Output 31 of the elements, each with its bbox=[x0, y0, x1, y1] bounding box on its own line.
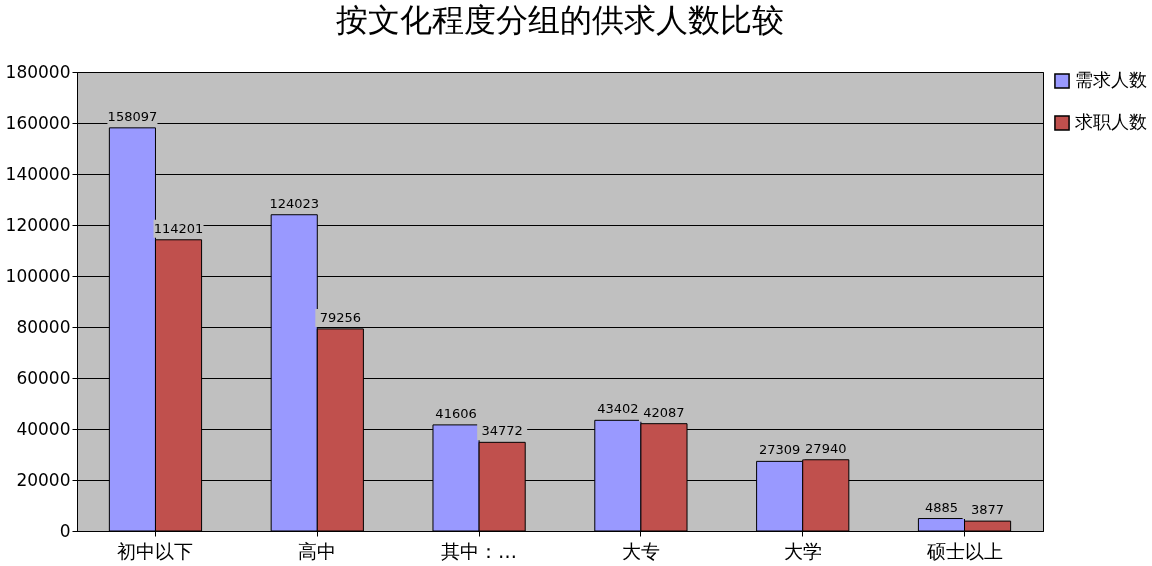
y-tick-label: 60000 bbox=[16, 367, 71, 388]
data-label: 27940 bbox=[805, 440, 847, 456]
data-label: 34772 bbox=[481, 423, 523, 439]
y-tick-label: 120000 bbox=[5, 214, 71, 235]
y-tick-label: 140000 bbox=[5, 163, 71, 184]
data-label: 79256 bbox=[319, 309, 362, 325]
legend-label: 需求人数 bbox=[1075, 69, 1147, 90]
y-tick-label: 160000 bbox=[5, 112, 71, 133]
legend-label: 求职人数 bbox=[1075, 111, 1147, 132]
y-tick-label: 80000 bbox=[16, 316, 71, 337]
x-tick-label: 大学 bbox=[783, 539, 822, 562]
y-tick-label: 20000 bbox=[16, 469, 71, 490]
y-tick-label: 0 bbox=[59, 520, 71, 541]
data-label: 3877 bbox=[971, 502, 1005, 518]
data-label: 42087 bbox=[643, 404, 685, 420]
y-tick-label: 40000 bbox=[16, 418, 71, 439]
data-label: 27309 bbox=[758, 442, 801, 458]
x-tick-label: 硕士以上 bbox=[925, 539, 1003, 562]
x-tick-label: 高中 bbox=[298, 539, 337, 562]
y-tick-label: 180000 bbox=[5, 61, 71, 82]
x-tick-label: 大专 bbox=[621, 539, 660, 562]
data-label: 4885 bbox=[924, 499, 959, 515]
x-tick-label: 其中：… bbox=[441, 539, 518, 562]
chart-title: 按文化程度分组的供求人数比较 bbox=[336, 1, 784, 39]
data-label: 41606 bbox=[435, 405, 477, 421]
data-label: 114201 bbox=[153, 220, 204, 236]
y-tick-label: 100000 bbox=[5, 265, 71, 286]
data-label: 158097 bbox=[107, 108, 158, 124]
x-tick-label: 初中以下 bbox=[117, 539, 194, 562]
data-label: 43402 bbox=[597, 401, 639, 417]
data-label: 124023 bbox=[269, 195, 320, 211]
